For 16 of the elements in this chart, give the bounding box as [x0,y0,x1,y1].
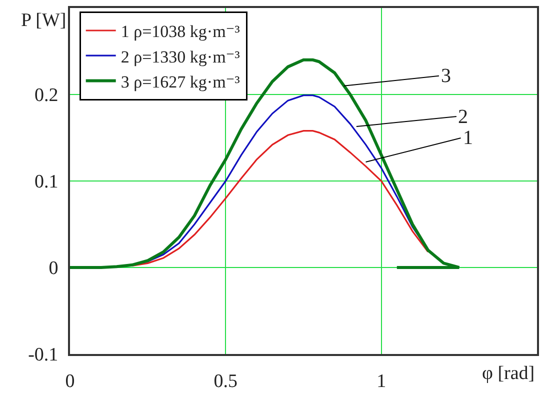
y-axis-title: P [W] [21,10,66,31]
annotation: 3 [441,65,451,87]
y-tick-label: 0 [48,258,58,280]
x-tick-label: 1 [376,370,386,392]
x-tick-label: 0 [65,370,75,392]
y-tick-label: -0.1 [28,344,58,366]
annotation: 1 [463,127,473,149]
y-tick-label: 0.1 [34,172,58,193]
legend-label: 1 ρ=1038 kg·m⁻³ [120,22,240,42]
y-tick-label: 0.2 [34,85,58,106]
annotation: 2 [458,106,468,128]
legend-label: 3 ρ=1627 kg·m⁻³ [120,72,240,92]
legend-label: 2 ρ=1330 kg·m⁻³ [120,47,240,66]
x-axis-title: φ [rad] [482,363,535,384]
line-series [131,130,429,267]
x-tick-label: 0.5 [214,370,238,392]
